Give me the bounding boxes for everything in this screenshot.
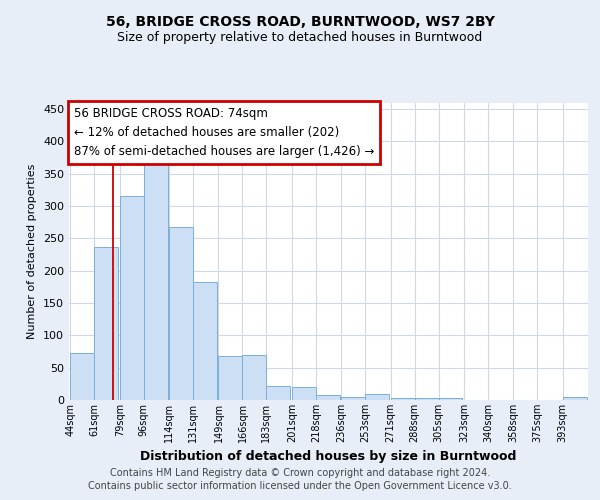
Text: 56, BRIDGE CROSS ROAD, BURNTWOOD, WS7 2BY: 56, BRIDGE CROSS ROAD, BURNTWOOD, WS7 2B… [106,16,494,30]
Bar [169,228,193,400]
X-axis label: Distribution of detached houses by size in Burntwood: Distribution of detached houses by size … [140,450,517,464]
Bar [193,282,217,400]
Bar [144,160,168,400]
Text: Contains public sector information licensed under the Open Government Licence v3: Contains public sector information licen… [88,481,512,491]
Bar [266,386,290,400]
Bar [415,398,439,400]
Text: 56 BRIDGE CROSS ROAD: 74sqm
← 12% of detached houses are smaller (202)
87% of se: 56 BRIDGE CROSS ROAD: 74sqm ← 12% of det… [74,107,374,158]
Bar [316,395,340,400]
Bar [341,397,365,400]
Bar [94,246,118,400]
Bar [391,398,415,400]
Text: Contains HM Land Registry data © Crown copyright and database right 2024.: Contains HM Land Registry data © Crown c… [110,468,490,477]
Text: Size of property relative to detached houses in Burntwood: Size of property relative to detached ho… [118,31,482,44]
Bar [70,354,94,400]
Bar [218,356,242,400]
Bar [292,387,316,400]
Bar [242,354,266,400]
Bar [365,394,389,400]
Bar [563,398,587,400]
Bar [120,196,144,400]
Bar [439,398,463,400]
Y-axis label: Number of detached properties: Number of detached properties [28,164,37,339]
